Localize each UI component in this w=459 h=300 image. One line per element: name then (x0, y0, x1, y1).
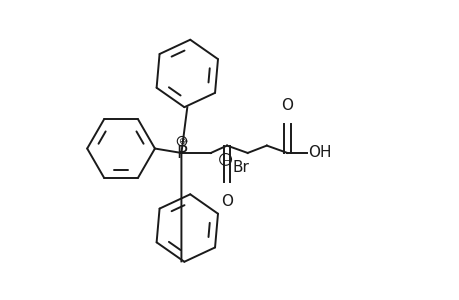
Text: OH: OH (308, 146, 331, 160)
Text: −: − (221, 155, 229, 164)
Text: O: O (221, 194, 233, 208)
Text: Br: Br (232, 160, 249, 175)
Text: ⊕: ⊕ (178, 137, 185, 146)
Text: O: O (281, 98, 293, 113)
Text: P: P (176, 144, 186, 162)
